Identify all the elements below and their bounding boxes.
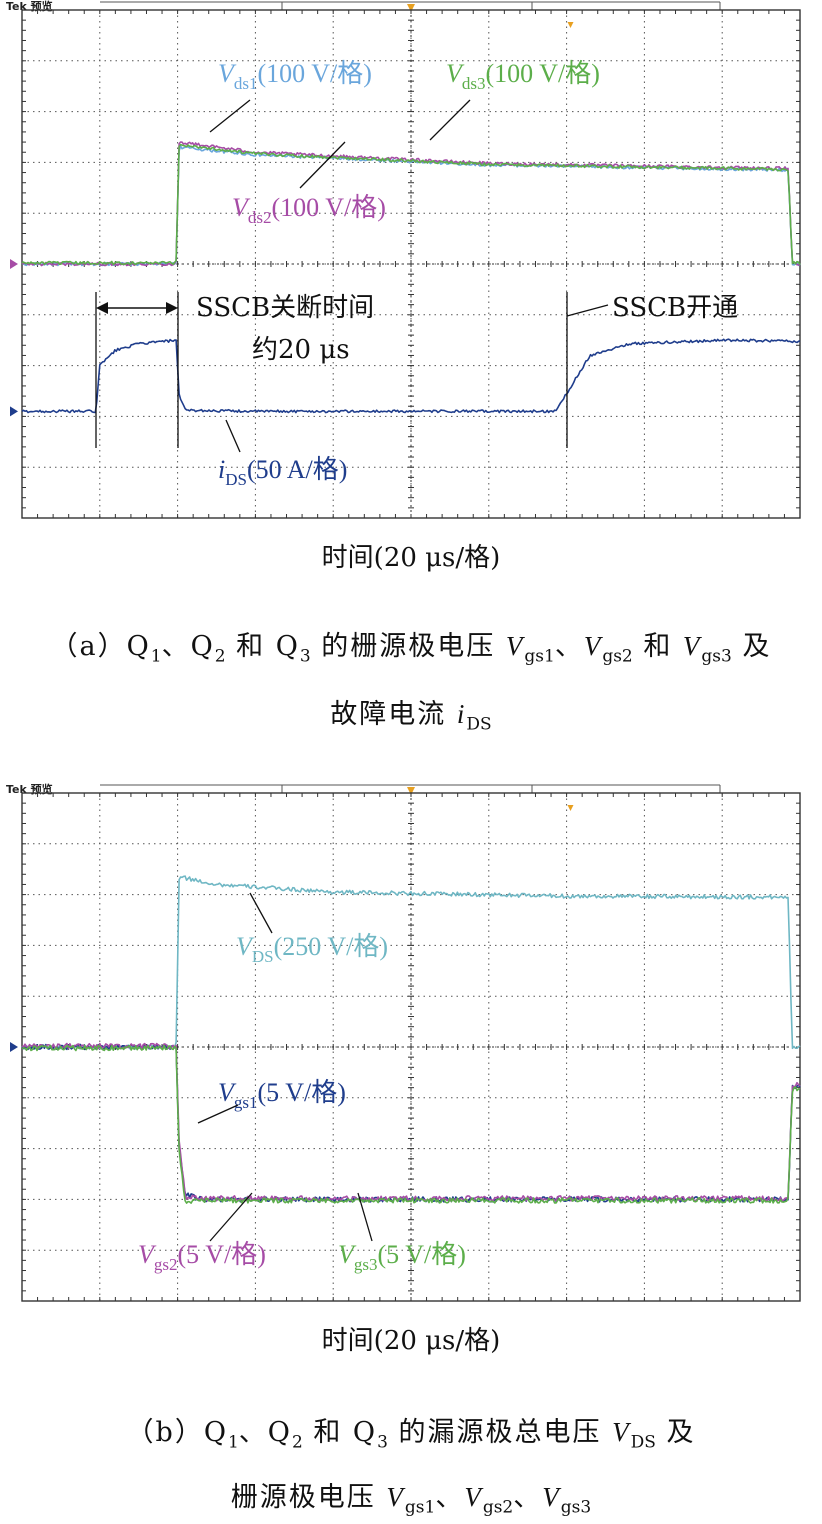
chart-a-svg: Tek 预览 Vds1(100 V/格) Vds3(100 V/格) Vds2(100… xyxy=(6,0,801,519)
caption-b-line1: （b）Q1、Q2 和 Q3 的漏源极总电压 VDS 及 xyxy=(126,1417,696,1453)
caption-b-line2: 栅源极电压 Vgs1、Vgs2、Vgs3 xyxy=(230,1482,592,1518)
scope-panel-b: Tek 预览 VDS(250 V/格) Vgs1(5 V/格) Vgs2(5 V/格)… xyxy=(0,782,822,1383)
label-leader-line xyxy=(209,1192,253,1242)
trigger-marker-icon xyxy=(407,4,415,12)
scope-brand-label: Tek 预览 xyxy=(6,0,53,13)
annotation-sscb-off: SSCB关断时间 xyxy=(196,293,374,323)
trace-gs2 xyxy=(21,1042,801,1202)
series-label-DS: iDS(50 A/格) xyxy=(218,455,347,489)
series-label-ds3: Vds3(100 V/格) xyxy=(446,59,600,93)
series-label-gs1: Vgs1(5 V/格) xyxy=(218,1078,346,1112)
trigger-level-icon xyxy=(567,805,574,811)
chart-b-svg: Tek 预览 VDS(250 V/格) Vgs1(5 V/格) Vgs2(5 V/格)… xyxy=(6,782,801,1302)
annotation-sscb-on: SSCB开通 xyxy=(612,293,738,323)
trace-DS xyxy=(21,875,801,1050)
series-label-ds2: Vds2(100 V/格) xyxy=(232,193,386,227)
x-axis-label-a: 时间(20 μs/格) xyxy=(321,543,501,573)
channel-marker-icon xyxy=(10,259,18,269)
caption-a-line1: （a）Q1、Q2 和 Q3 的栅源极电压 Vgs1、Vgs2 和 Vgs3 及 xyxy=(50,631,772,667)
series-label-DS: VDS(250 V/格) xyxy=(236,932,388,966)
annotation-on-leader xyxy=(566,304,609,317)
series-label-gs3: Vgs3(5 V/格) xyxy=(338,1240,466,1274)
x-axis-label-b: 时间(20 μs/格) xyxy=(321,1326,501,1356)
label-leader-line xyxy=(197,1104,239,1124)
scope-panel-a: Tek 预览 Vds1(100 V/格) Vds3(100 V/格) Vds2(100… xyxy=(0,0,822,580)
channel-marker-icon xyxy=(10,1042,18,1052)
arrowhead-right-icon xyxy=(166,302,178,314)
channel-marker-icon xyxy=(10,406,18,417)
annotation-sscb-off-duration: 约20 μs xyxy=(252,335,350,365)
label-leader-line xyxy=(357,1192,373,1242)
series-label-gs2: Vgs2(5 V/格) xyxy=(138,1240,266,1274)
label-leader-line xyxy=(249,892,273,934)
label-leader-line xyxy=(429,99,471,141)
trigger-level-icon xyxy=(567,22,574,28)
trigger-marker-icon xyxy=(407,787,415,795)
arrowhead-left-icon xyxy=(96,302,108,314)
trace-gs3 xyxy=(21,1044,801,1204)
scope-brand-label: Tek 预览 xyxy=(6,782,53,796)
label-leader-line xyxy=(299,141,346,189)
series-label-ds1: Vds1(100 V/格) xyxy=(218,59,372,93)
trace-ds3 xyxy=(21,143,801,266)
trace-DS xyxy=(21,338,801,414)
label-leader-line xyxy=(225,419,241,453)
caption-a-line2: 故障电流 iDS xyxy=(330,699,492,735)
label-leader-line xyxy=(209,99,251,133)
